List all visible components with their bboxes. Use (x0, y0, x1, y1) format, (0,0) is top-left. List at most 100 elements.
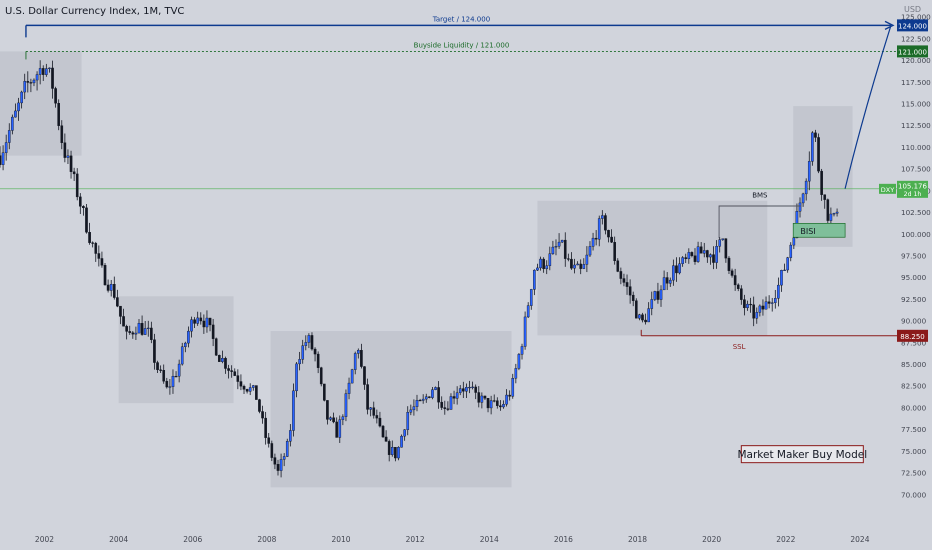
candle (177, 359, 181, 383)
candle-body (168, 386, 172, 388)
candle (48, 67, 51, 73)
candle (227, 364, 230, 379)
candle-body (316, 353, 320, 368)
candle-body (1, 152, 5, 165)
candle-body (390, 447, 394, 455)
x-tick-label: 2004 (109, 535, 128, 544)
candle (387, 439, 391, 462)
candle (326, 400, 329, 425)
candle-body (579, 263, 583, 269)
price-axis[interactable]: 70.000 72.500 75.000 77.500 80.000 82.500 85.0… (897, 0, 932, 550)
x-tick-label: 2014 (480, 535, 499, 544)
symbol-tag-text: DXY (881, 186, 894, 194)
candle-body (665, 277, 669, 284)
candle-body (412, 406, 416, 411)
candle-body (143, 328, 147, 335)
candle-body (174, 375, 178, 378)
candle-body (307, 335, 311, 343)
candle (221, 350, 224, 364)
candle (140, 315, 144, 336)
candle (619, 267, 623, 285)
y-tick-label: 112.500 (901, 121, 931, 130)
candle-body (165, 380, 169, 388)
candle-body (746, 303, 749, 309)
candle-body (205, 317, 209, 328)
y-tick-label: 72.500 (901, 469, 927, 478)
bms-label: BMS (752, 191, 768, 199)
candle-body (474, 386, 477, 393)
y-tick-label: 122.500 (901, 34, 931, 43)
candle (276, 459, 280, 476)
candle (66, 149, 70, 165)
market-maker-label: Market Maker Buy Model (737, 449, 867, 461)
candle (54, 86, 57, 108)
candle (316, 351, 320, 374)
candle (480, 392, 484, 409)
buyside-badge-bg (897, 45, 928, 58)
candle (60, 120, 64, 150)
candle-body (548, 253, 552, 266)
ssl-badge-text: 88.250 (900, 333, 925, 341)
candle-body (292, 390, 295, 431)
candle-body (545, 265, 549, 270)
candle-body (180, 346, 184, 365)
candle (384, 430, 388, 442)
candle-body (428, 396, 431, 398)
candle (814, 129, 817, 142)
candle-body (767, 301, 771, 304)
candle (63, 133, 67, 163)
candle (573, 258, 576, 274)
candle (752, 296, 755, 327)
candle (131, 330, 135, 339)
candle-body (533, 269, 536, 290)
candle-body (236, 375, 240, 382)
candle-body (91, 242, 94, 244)
target-badge-text: 124.000 (898, 22, 927, 30)
candle (449, 393, 453, 410)
candle (258, 398, 261, 414)
candle (811, 131, 814, 166)
candle-body (743, 299, 746, 309)
candle-body (560, 239, 564, 243)
candle (400, 434, 403, 448)
candle (625, 274, 629, 295)
candle-body (486, 398, 490, 409)
candle (712, 246, 715, 270)
candle (610, 229, 613, 243)
x-tick-label: 2010 (331, 535, 350, 544)
candle (511, 373, 515, 399)
zone-box-2 (118, 296, 234, 404)
candle (458, 385, 462, 396)
candle (777, 277, 780, 307)
candle-body (230, 370, 233, 372)
candle (116, 289, 119, 308)
candle (301, 339, 305, 364)
candle (560, 239, 564, 244)
candle-body (78, 196, 82, 207)
candle-body (335, 421, 338, 438)
candle-body (681, 257, 684, 264)
candle-body (214, 338, 218, 356)
candle-body (650, 299, 654, 309)
candle-body (634, 300, 638, 319)
candle (650, 291, 654, 316)
candle (477, 386, 481, 408)
last-price-countdown: 2d 1h (904, 191, 922, 198)
candle-body (248, 387, 252, 392)
candle (421, 394, 425, 404)
candle (289, 424, 292, 447)
candle-body (264, 417, 267, 438)
candle (702, 242, 706, 258)
candle (51, 60, 54, 99)
time-axis[interactable]: 2002 2004 2006 2008 2010 2012 2014 2016 2018 2020… (0, 528, 897, 550)
candle-body (480, 395, 484, 403)
candle (187, 326, 190, 348)
candle (616, 258, 620, 273)
y-tick-label: 102.500 (901, 208, 931, 217)
candle-body (397, 447, 400, 459)
y-tick-label: 95.000 (901, 273, 927, 282)
candle (255, 385, 258, 400)
candle (659, 285, 663, 307)
